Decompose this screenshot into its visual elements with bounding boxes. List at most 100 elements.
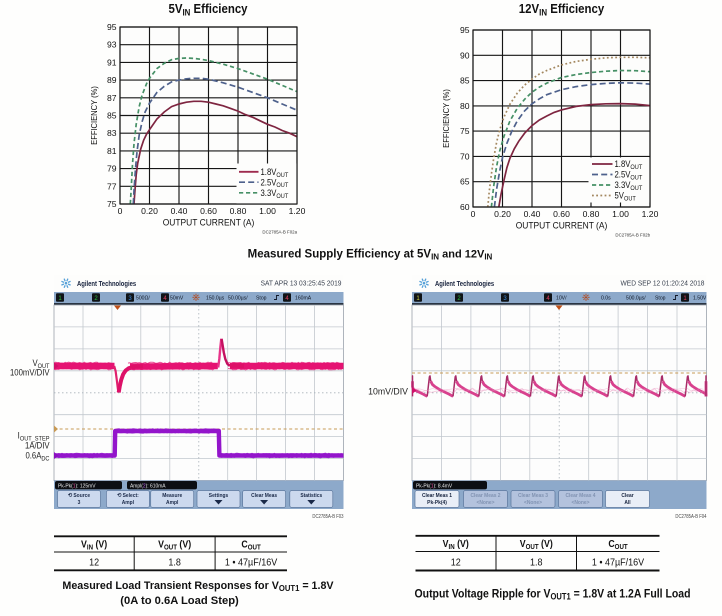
svg-text:DC2785A-B F03: DC2785A-B F03 [312, 514, 343, 519]
svg-text:Clear Meas 2: Clear Meas 2 [470, 493, 500, 499]
svg-text:0.0s: 0.0s [601, 295, 611, 301]
svg-text:70: 70 [460, 151, 470, 161]
svg-text:10V/: 10V/ [556, 295, 567, 301]
svg-text:EFFICIENCY (%): EFFICIENCY (%) [442, 89, 452, 148]
svg-text:1A/DIV: 1A/DIV [25, 441, 50, 451]
svg-text:1.8VOUT: 1.8VOUT [261, 168, 289, 179]
svg-text:500Ω/: 500Ω/ [136, 295, 150, 301]
svg-text:0.6ADC: 0.6ADC [25, 451, 50, 462]
svg-text:0.60: 0.60 [553, 209, 570, 219]
svg-text:VIN (V): VIN (V) [443, 537, 469, 551]
svg-text:1: 1 [683, 296, 687, 302]
svg-text:3: 3 [78, 500, 81, 506]
svg-text:Agilent Technologies: Agilent Technologies [435, 281, 495, 289]
svg-text:Ampl: Ampl [166, 500, 179, 506]
svg-text:DC2785A-B F04: DC2785A-B F04 [675, 514, 706, 519]
svg-text:50.00µs/: 50.00µs/ [228, 295, 248, 301]
svg-text:1: 1 [416, 296, 420, 302]
svg-text:0: 0 [118, 206, 123, 216]
svg-text:1.8: 1.8 [168, 557, 181, 569]
svg-text:85: 85 [107, 111, 117, 121]
svg-text:Measured Load Transient Respon: Measured Load Transient Responses for VO… [62, 580, 334, 593]
svg-text:VIN (V): VIN (V) [81, 538, 107, 552]
svg-text:93: 93 [107, 40, 117, 50]
svg-text:Clear Meas 1: Clear Meas 1 [422, 493, 452, 499]
svg-text:SAT APR 13 03:25:45 2019: SAT APR 13 03:25:45 2019 [261, 280, 342, 287]
svg-text:12: 12 [451, 557, 461, 569]
svg-text:Clear Meas 3: Clear Meas 3 [518, 493, 548, 499]
svg-text:0.80: 0.80 [230, 206, 247, 216]
svg-text:DC2785A-B F02a: DC2785A-B F02a [262, 229, 297, 234]
svg-text:Agilent Technologies: Agilent Technologies [77, 281, 137, 289]
svg-text:Ampl: Ampl [122, 500, 135, 506]
svg-text:Measure: Measure [162, 493, 182, 499]
svg-text:0.60: 0.60 [200, 206, 217, 216]
svg-text:1 • 47µF/16V: 1 • 47µF/16V [592, 557, 645, 569]
svg-text:0.20: 0.20 [494, 209, 511, 219]
svg-text:3.3VOUT: 3.3VOUT [615, 181, 643, 192]
svg-text:Statistics: Statistics [300, 493, 322, 499]
svg-text:5VIN Efficiency: 5VIN Efficiency [168, 1, 247, 17]
svg-text:1.8VOUT: 1.8VOUT [615, 160, 643, 171]
svg-text:OUTPUT CURRENT (A): OUTPUT CURRENT (A) [516, 220, 608, 231]
svg-text:1.20: 1.20 [642, 209, 659, 219]
svg-text:(0A to 0.6A Load Step): (0A to 0.6A Load Step) [120, 595, 239, 607]
svg-text:150.0µs: 150.0µs [206, 295, 224, 301]
svg-text:1.00: 1.00 [259, 206, 276, 216]
svg-text:<None>: <None> [571, 500, 589, 506]
svg-text:75: 75 [460, 126, 470, 136]
svg-text:0.20: 0.20 [141, 206, 158, 216]
svg-text:160mA: 160mA [295, 295, 311, 301]
svg-text:85: 85 [460, 76, 470, 86]
svg-text:1.20: 1.20 [289, 206, 306, 216]
svg-text:3.3VOUT: 3.3VOUT [261, 189, 289, 200]
svg-text:2.5VOUT: 2.5VOUT [261, 178, 289, 189]
svg-text:60: 60 [460, 202, 470, 212]
svg-text:Settings: Settings [209, 493, 228, 499]
svg-text:4: 4 [163, 296, 167, 302]
svg-text:Output Voltage Ripple for VOUT: Output Voltage Ripple for VOUT1 = 1.8V a… [415, 588, 691, 602]
svg-text:4: 4 [285, 296, 289, 302]
svg-text:2: 2 [457, 296, 461, 302]
svg-text:WED SEP 12 01:20:24 2018: WED SEP 12 01:20:24 2018 [621, 280, 705, 287]
svg-text:90: 90 [460, 50, 470, 60]
svg-text:Clear Meas: Clear Meas [251, 493, 277, 499]
svg-text:87: 87 [107, 93, 117, 103]
svg-text:0.80: 0.80 [583, 209, 600, 219]
svg-text:EFFICIENCY (%): EFFICIENCY (%) [90, 86, 100, 145]
svg-text:77: 77 [107, 181, 117, 191]
svg-text:10mV/DIV: 10mV/DIV [368, 386, 408, 396]
svg-text:79: 79 [107, 164, 117, 174]
svg-text:All: All [624, 500, 631, 506]
svg-text:⟲ Select:: ⟲ Select: [117, 493, 139, 499]
svg-text:1.50V: 1.50V [693, 295, 707, 301]
svg-text:Clear: Clear [621, 493, 634, 499]
svg-text:2: 2 [94, 296, 98, 302]
svg-text:2.5VOUT: 2.5VOUT [615, 170, 643, 181]
svg-text:Clear Meas 4: Clear Meas 4 [565, 493, 595, 499]
svg-text:Measured Supply Efficiency at: Measured Supply Efficiency at 5VIN and 1… [248, 249, 493, 262]
svg-text:81: 81 [107, 146, 117, 156]
svg-text:50mV: 50mV [170, 295, 184, 301]
svg-text:95: 95 [460, 25, 470, 35]
svg-text:Stop: Stop [655, 295, 665, 301]
svg-text:12VIN Efficiency: 12VIN Efficiency [519, 1, 605, 17]
svg-text:1 • 47µF/16V: 1 • 47µF/16V [225, 557, 278, 569]
svg-text:0.40: 0.40 [171, 206, 188, 216]
svg-text:0: 0 [471, 209, 476, 219]
svg-text:75: 75 [107, 199, 117, 209]
svg-text:83: 83 [107, 128, 117, 138]
svg-text:0.40: 0.40 [524, 209, 541, 219]
svg-text:<None>: <None> [476, 500, 494, 506]
svg-text:3: 3 [503, 296, 507, 302]
svg-text:500.0µs/: 500.0µs/ [626, 295, 646, 301]
svg-text:VOUT: VOUT [32, 359, 49, 370]
svg-text:3: 3 [128, 296, 132, 302]
svg-text:100mV/DIV: 100mV/DIV [10, 368, 50, 378]
svg-text:DC2785A-B F02b: DC2785A-B F02b [615, 232, 650, 237]
svg-text:4: 4 [546, 296, 550, 302]
svg-text:1: 1 [58, 296, 62, 302]
svg-text:Ampl(2): 610mA: Ampl(2): 610mA [130, 483, 166, 489]
svg-text:<None>: <None> [524, 500, 542, 506]
svg-text:89: 89 [107, 75, 117, 85]
